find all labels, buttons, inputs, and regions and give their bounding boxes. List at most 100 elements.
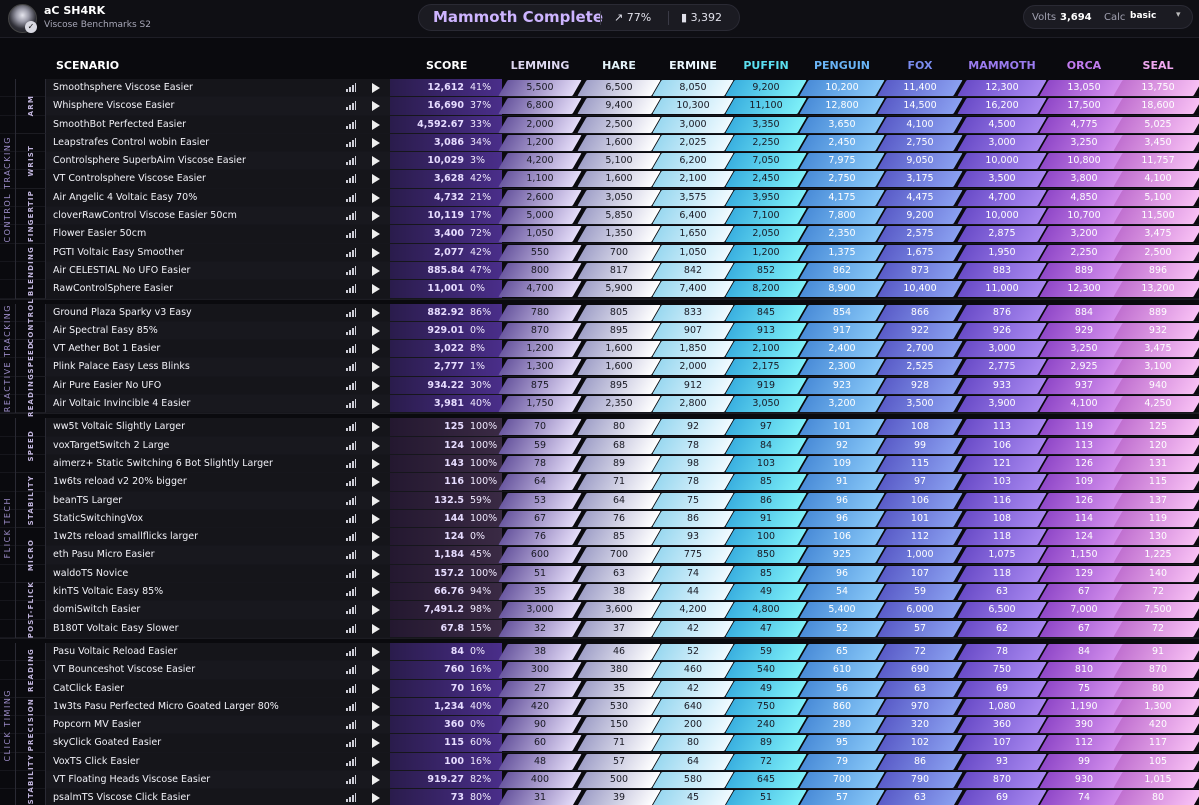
play-icon[interactable] [372, 646, 380, 657]
scenario-name[interactable]: kinTS Voltaic Easy 85% [53, 586, 164, 598]
play-icon[interactable] [372, 247, 380, 258]
play-icon[interactable] [372, 495, 380, 506]
leaderboard-icon[interactable] [346, 247, 356, 257]
table-row[interactable]: 1w6ts reload v2 20% bigger 116 100% 64 71 78 8… [0, 473, 1199, 492]
play-icon[interactable] [372, 265, 380, 276]
leaderboard-icon[interactable] [346, 738, 356, 748]
scenario-name[interactable]: Air Angelic 4 Voltaic Easy 70% [53, 191, 198, 203]
scenario-name[interactable]: VT Bounceshot Viscose Easier [53, 664, 196, 676]
avatar[interactable] [8, 4, 37, 33]
play-icon[interactable] [372, 344, 380, 355]
play-icon[interactable] [372, 325, 380, 336]
leaderboard-icon[interactable] [346, 550, 356, 560]
table-row[interactable]: Controlsphere SuperbAim Viscose Easier 10… [0, 152, 1199, 171]
leaderboard-icon[interactable] [346, 720, 356, 730]
play-icon[interactable] [372, 568, 380, 579]
scenario-name[interactable]: ww5t Voltaic Slightly Larger [53, 421, 185, 433]
score-header[interactable]: SCORE [426, 59, 468, 72]
leaderboard-icon[interactable] [346, 458, 356, 468]
leaderboard-icon[interactable] [346, 307, 356, 317]
table-row[interactable]: 1w2ts reload smallflicks larger 124 0% 76 85… [0, 528, 1199, 547]
play-icon[interactable] [372, 284, 380, 295]
play-icon[interactable] [372, 101, 380, 112]
play-icon[interactable] [372, 137, 380, 148]
play-icon[interactable] [372, 738, 380, 749]
table-row[interactable]: SmoothBot Perfected Easier 4,592.67 33% 2,0… [0, 115, 1199, 134]
leaderboard-icon[interactable] [346, 362, 356, 372]
play-icon[interactable] [372, 756, 380, 767]
play-icon[interactable] [372, 587, 380, 598]
scenario-name[interactable]: VT Floating Heads Viscose Easier [53, 773, 211, 785]
table-row[interactable]: StaticSwitchingVox 144 100% 67 76 86 91 96 101 10… [0, 509, 1199, 529]
scenario-name[interactable]: PGTI Voltaic Easy Smoother [53, 246, 184, 258]
leaderboard-icon[interactable] [346, 325, 356, 335]
play-icon[interactable] [372, 623, 380, 634]
leaderboard-icon[interactable] [346, 119, 356, 129]
leaderboard-icon[interactable] [346, 605, 356, 615]
scenario-name[interactable]: CatClick Easier [53, 682, 124, 694]
table-row[interactable]: PGTI Voltaic Easy Smoother 2,077 42% 550 700… [0, 243, 1199, 262]
leaderboard-icon[interactable] [346, 513, 356, 523]
leaderboard-icon[interactable] [346, 793, 356, 803]
leaderboard-icon[interactable] [346, 137, 356, 147]
scenario-name[interactable]: Leapstrafes Control wobin Easier [53, 136, 210, 148]
table-row[interactable]: Air Spectral Easy 85% 929.01 0% 870 895 907 91… [0, 321, 1199, 341]
play-icon[interactable] [372, 399, 380, 410]
scenario-name[interactable]: Ground Plaza Sparky v3 Easy [53, 306, 192, 318]
leaderboard-icon[interactable] [346, 440, 356, 450]
scenario-name[interactable]: 1w2ts reload smallflicks larger [53, 531, 199, 543]
leaderboard-icon[interactable] [346, 623, 356, 633]
scenario-name[interactable]: VoxTS Click Easier [53, 755, 140, 767]
leaderboard-icon[interactable] [346, 174, 356, 184]
leaderboard-icon[interactable] [346, 587, 356, 597]
scenario-name[interactable]: Plink Palace Easy Less Blinks [53, 361, 190, 373]
scenario-name[interactable]: Pasu Voltaic Reload Easier [53, 645, 178, 657]
leaderboard-icon[interactable] [346, 83, 356, 92]
scenario-name[interactable]: B180T Voltaic Easy Slower [53, 622, 179, 634]
table-row[interactable]: CatClick Easier 70 16% 27 35 42 49 56 63 69 75 80 [0, 679, 1199, 698]
scenario-name[interactable]: aimerz+ Static Switching 6 Bot Slightly … [53, 457, 273, 469]
play-icon[interactable] [372, 83, 380, 93]
scenario-name[interactable]: Air CELESTIAL No UFO Easier [53, 264, 191, 276]
leaderboard-icon[interactable] [346, 399, 356, 409]
table-row[interactable]: RawControlSphere Easier 11,001 0% 4,700 5,90… [0, 280, 1199, 299]
play-icon[interactable] [372, 701, 380, 712]
table-row[interactable]: eth Pasu Micro Easier 1,184 45% 600 700 775 85… [0, 546, 1199, 565]
leaderboard-icon[interactable] [346, 101, 356, 111]
play-icon[interactable] [372, 513, 380, 524]
table-row[interactable]: VT Bounceshot Viscose Easier 760 16% 300 380… [0, 661, 1199, 680]
play-icon[interactable] [372, 362, 380, 373]
play-icon[interactable] [372, 550, 380, 561]
table-row[interactable]: skyClick Goated Easier 115 60% 60 71 80 89 95 10… [0, 734, 1199, 753]
leaderboard-icon[interactable] [346, 380, 356, 390]
play-icon[interactable] [372, 440, 380, 451]
leaderboard-icon[interactable] [346, 344, 356, 354]
leaderboard-icon[interactable] [346, 532, 356, 542]
scenario-name[interactable]: eth Pasu Micro Easier [53, 549, 155, 561]
table-row[interactable]: VT Controlsphere Viscose Easier 3,628 42% 1… [0, 170, 1199, 189]
scenario-name[interactable]: beanTS Larger [53, 494, 123, 506]
table-row[interactable]: Air CELESTIAL No UFO Easier 885.84 47% 800 8… [0, 261, 1199, 281]
table-row[interactable]: Plink Palace Easy Less Blinks 2,777 1% 1,30… [0, 358, 1199, 377]
calc-select[interactable]: basic [1130, 11, 1157, 21]
table-row[interactable]: Air Voltaic Invincible 4 Easier 3,981 40% 1… [0, 395, 1199, 414]
play-icon[interactable] [372, 532, 380, 543]
scenario-name[interactable]: VT Aether Bot 1 Easier [53, 343, 161, 355]
leaderboard-icon[interactable] [346, 568, 356, 578]
table-row[interactable]: VT Floating Heads Viscose Easier 919.27 82… [0, 770, 1199, 790]
scenario-name[interactable]: domiSwitch Easier [53, 604, 141, 616]
scenario-name[interactable]: cloverRawControl Viscose Easier 50cm [53, 210, 237, 222]
table-row[interactable]: Pasu Voltaic Reload Easier 84 0% 38 46 52 59 65… [0, 642, 1199, 662]
play-icon[interactable] [372, 422, 380, 433]
play-icon[interactable] [372, 211, 380, 222]
table-row[interactable]: domiSwitch Easier 7,491.2 98% 3,000 3,600 4,2… [0, 601, 1199, 620]
play-icon[interactable] [372, 380, 380, 391]
table-row[interactable]: aimerz+ Static Switching 6 Bot Slightly … [0, 454, 1199, 474]
scenario-name[interactable]: StaticSwitchingVox [53, 512, 144, 524]
leaderboard-icon[interactable] [346, 477, 356, 487]
scenario-name[interactable]: VT Controlsphere Viscose Easier [53, 173, 206, 185]
play-icon[interactable] [372, 307, 380, 318]
table-row[interactable]: voxTargetSwitch 2 Large 124 100% 59 68 78 84 92… [0, 436, 1199, 455]
scenario-name[interactable]: Air Voltaic Invincible 4 Easier [53, 398, 191, 410]
leaderboard-icon[interactable] [346, 211, 356, 221]
